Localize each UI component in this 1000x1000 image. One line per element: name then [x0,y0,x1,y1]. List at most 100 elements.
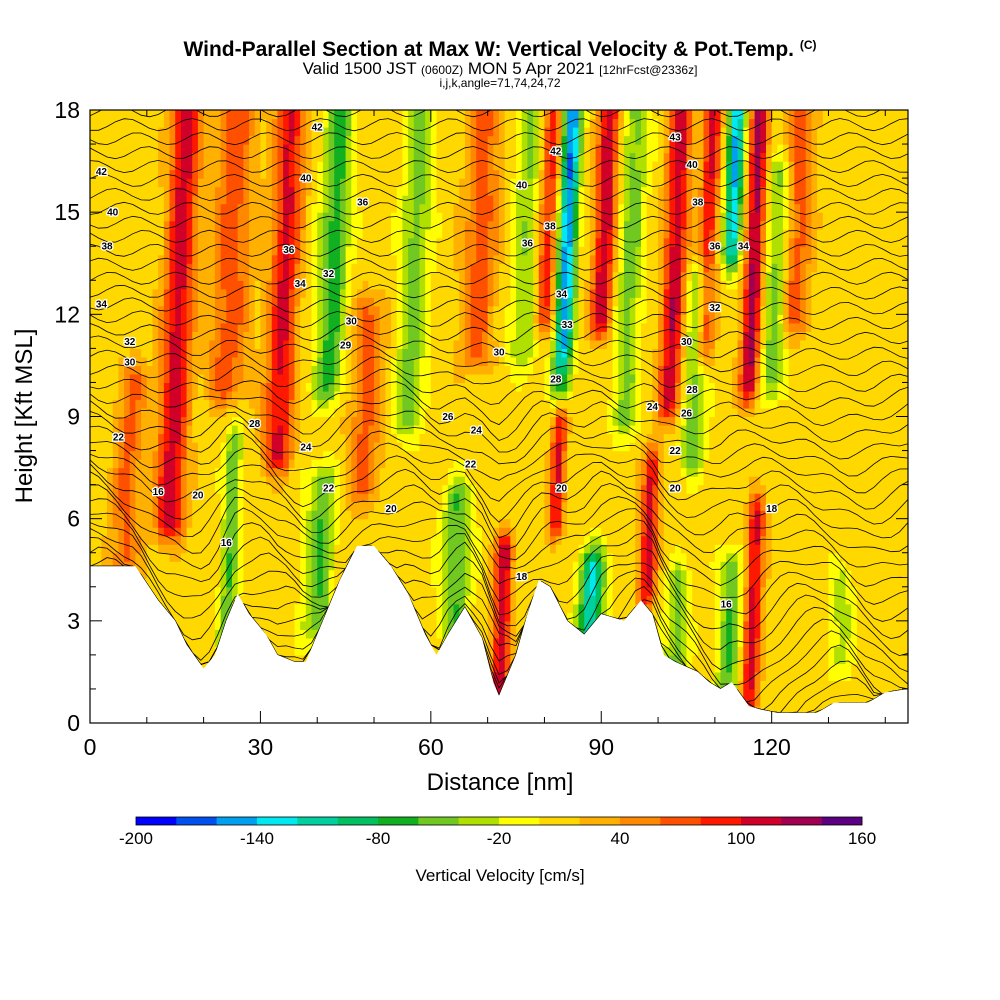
velocity-cell [322,271,330,281]
velocity-cell [152,305,159,315]
velocity-cell [374,110,381,120]
velocity-cell [402,237,409,247]
velocity-cell [197,339,205,349]
velocity-cell [459,127,466,137]
velocity-cell [391,552,398,562]
velocity-cell [209,595,216,605]
velocity-cell [101,484,108,494]
velocity-cell [436,586,443,596]
velocity-cell [476,186,483,196]
velocity-cell [476,110,483,120]
velocity-cell [158,561,165,571]
velocity-cell [158,288,165,298]
velocity-cell [425,484,432,494]
velocity-cell [470,314,477,324]
velocity-cell [476,305,483,315]
velocity-cell [453,195,460,205]
velocity-cell [453,578,460,588]
velocity-cell [476,339,483,349]
velocity-cell [158,569,165,579]
velocity-cell [214,612,222,622]
velocity-cell [283,442,290,452]
velocity-cell [220,356,227,367]
velocity-cell [328,561,335,571]
velocity-cell [192,127,199,137]
velocity-cell [419,220,426,230]
velocity-cell [317,433,324,443]
velocity-cell [141,212,148,222]
velocity-cell [209,212,216,222]
velocity-cell [158,348,165,358]
velocity-cell [214,280,222,290]
velocity-cell [322,484,330,494]
velocity-cell [294,476,301,486]
velocity-cell [408,178,415,188]
velocity-cell [254,229,262,239]
velocity-cell [203,305,210,315]
velocity-cell [271,339,279,349]
velocity-cell [413,425,421,435]
velocity-cell [356,169,364,179]
velocity-cell [334,544,341,554]
velocity-cell [192,552,199,562]
velocity-cell [260,535,267,545]
velocity-cell [408,195,415,205]
velocity-cell [192,578,199,588]
velocity-cell [464,263,472,273]
velocity-cell [402,169,409,179]
velocity-cell [249,586,256,596]
velocity-cell [163,195,171,205]
velocity-cell [260,186,267,196]
velocity-cell [197,118,205,128]
velocity-cell [232,118,239,128]
velocity-cell [101,280,108,290]
velocity-cell [328,203,335,213]
velocity-cell [305,637,313,647]
velocity-cell [158,297,165,307]
velocity-cell [322,476,330,486]
velocity-cell [141,416,148,426]
velocity-cell [124,178,131,188]
velocity-cell [232,178,239,188]
velocity-cell [249,527,256,537]
velocity-cell [339,407,347,418]
velocity-cell [249,484,256,494]
velocity-cell [351,433,358,443]
velocity-cell [163,416,171,426]
velocity-cell [345,476,352,486]
velocity-cell [368,527,375,537]
velocity-cell [430,169,438,179]
velocity-cell [220,195,227,205]
velocity-cell [112,552,119,562]
velocity-cell [209,578,216,588]
velocity-cell [419,110,426,120]
velocity-cell [283,544,290,554]
velocity-cell [300,561,307,571]
velocity-cell [374,305,381,315]
velocity-cell [192,476,199,486]
velocity-cell [186,348,193,358]
velocity-cell [374,118,381,128]
velocity-cell [413,280,421,290]
velocity-cell [351,212,358,222]
velocity-cell [334,510,341,520]
velocity-cell [232,263,239,273]
velocity-cell [101,195,108,205]
velocity-cell [453,442,460,452]
velocity-cell [345,339,352,349]
velocity-cell [175,314,182,324]
velocity-cell [300,527,307,537]
velocity-cell [101,169,108,179]
velocity-cell [442,459,449,469]
velocity-cell [101,356,108,367]
velocity-cell [232,280,239,290]
velocity-cell [118,407,125,418]
velocity-cell [129,322,137,332]
velocity-cell [425,476,432,486]
velocity-cell [311,510,318,520]
velocity-cell [175,510,182,520]
velocity-cell [101,544,108,554]
velocity-cell [442,569,449,579]
velocity-cell [408,271,415,281]
velocity-cell [101,118,108,128]
